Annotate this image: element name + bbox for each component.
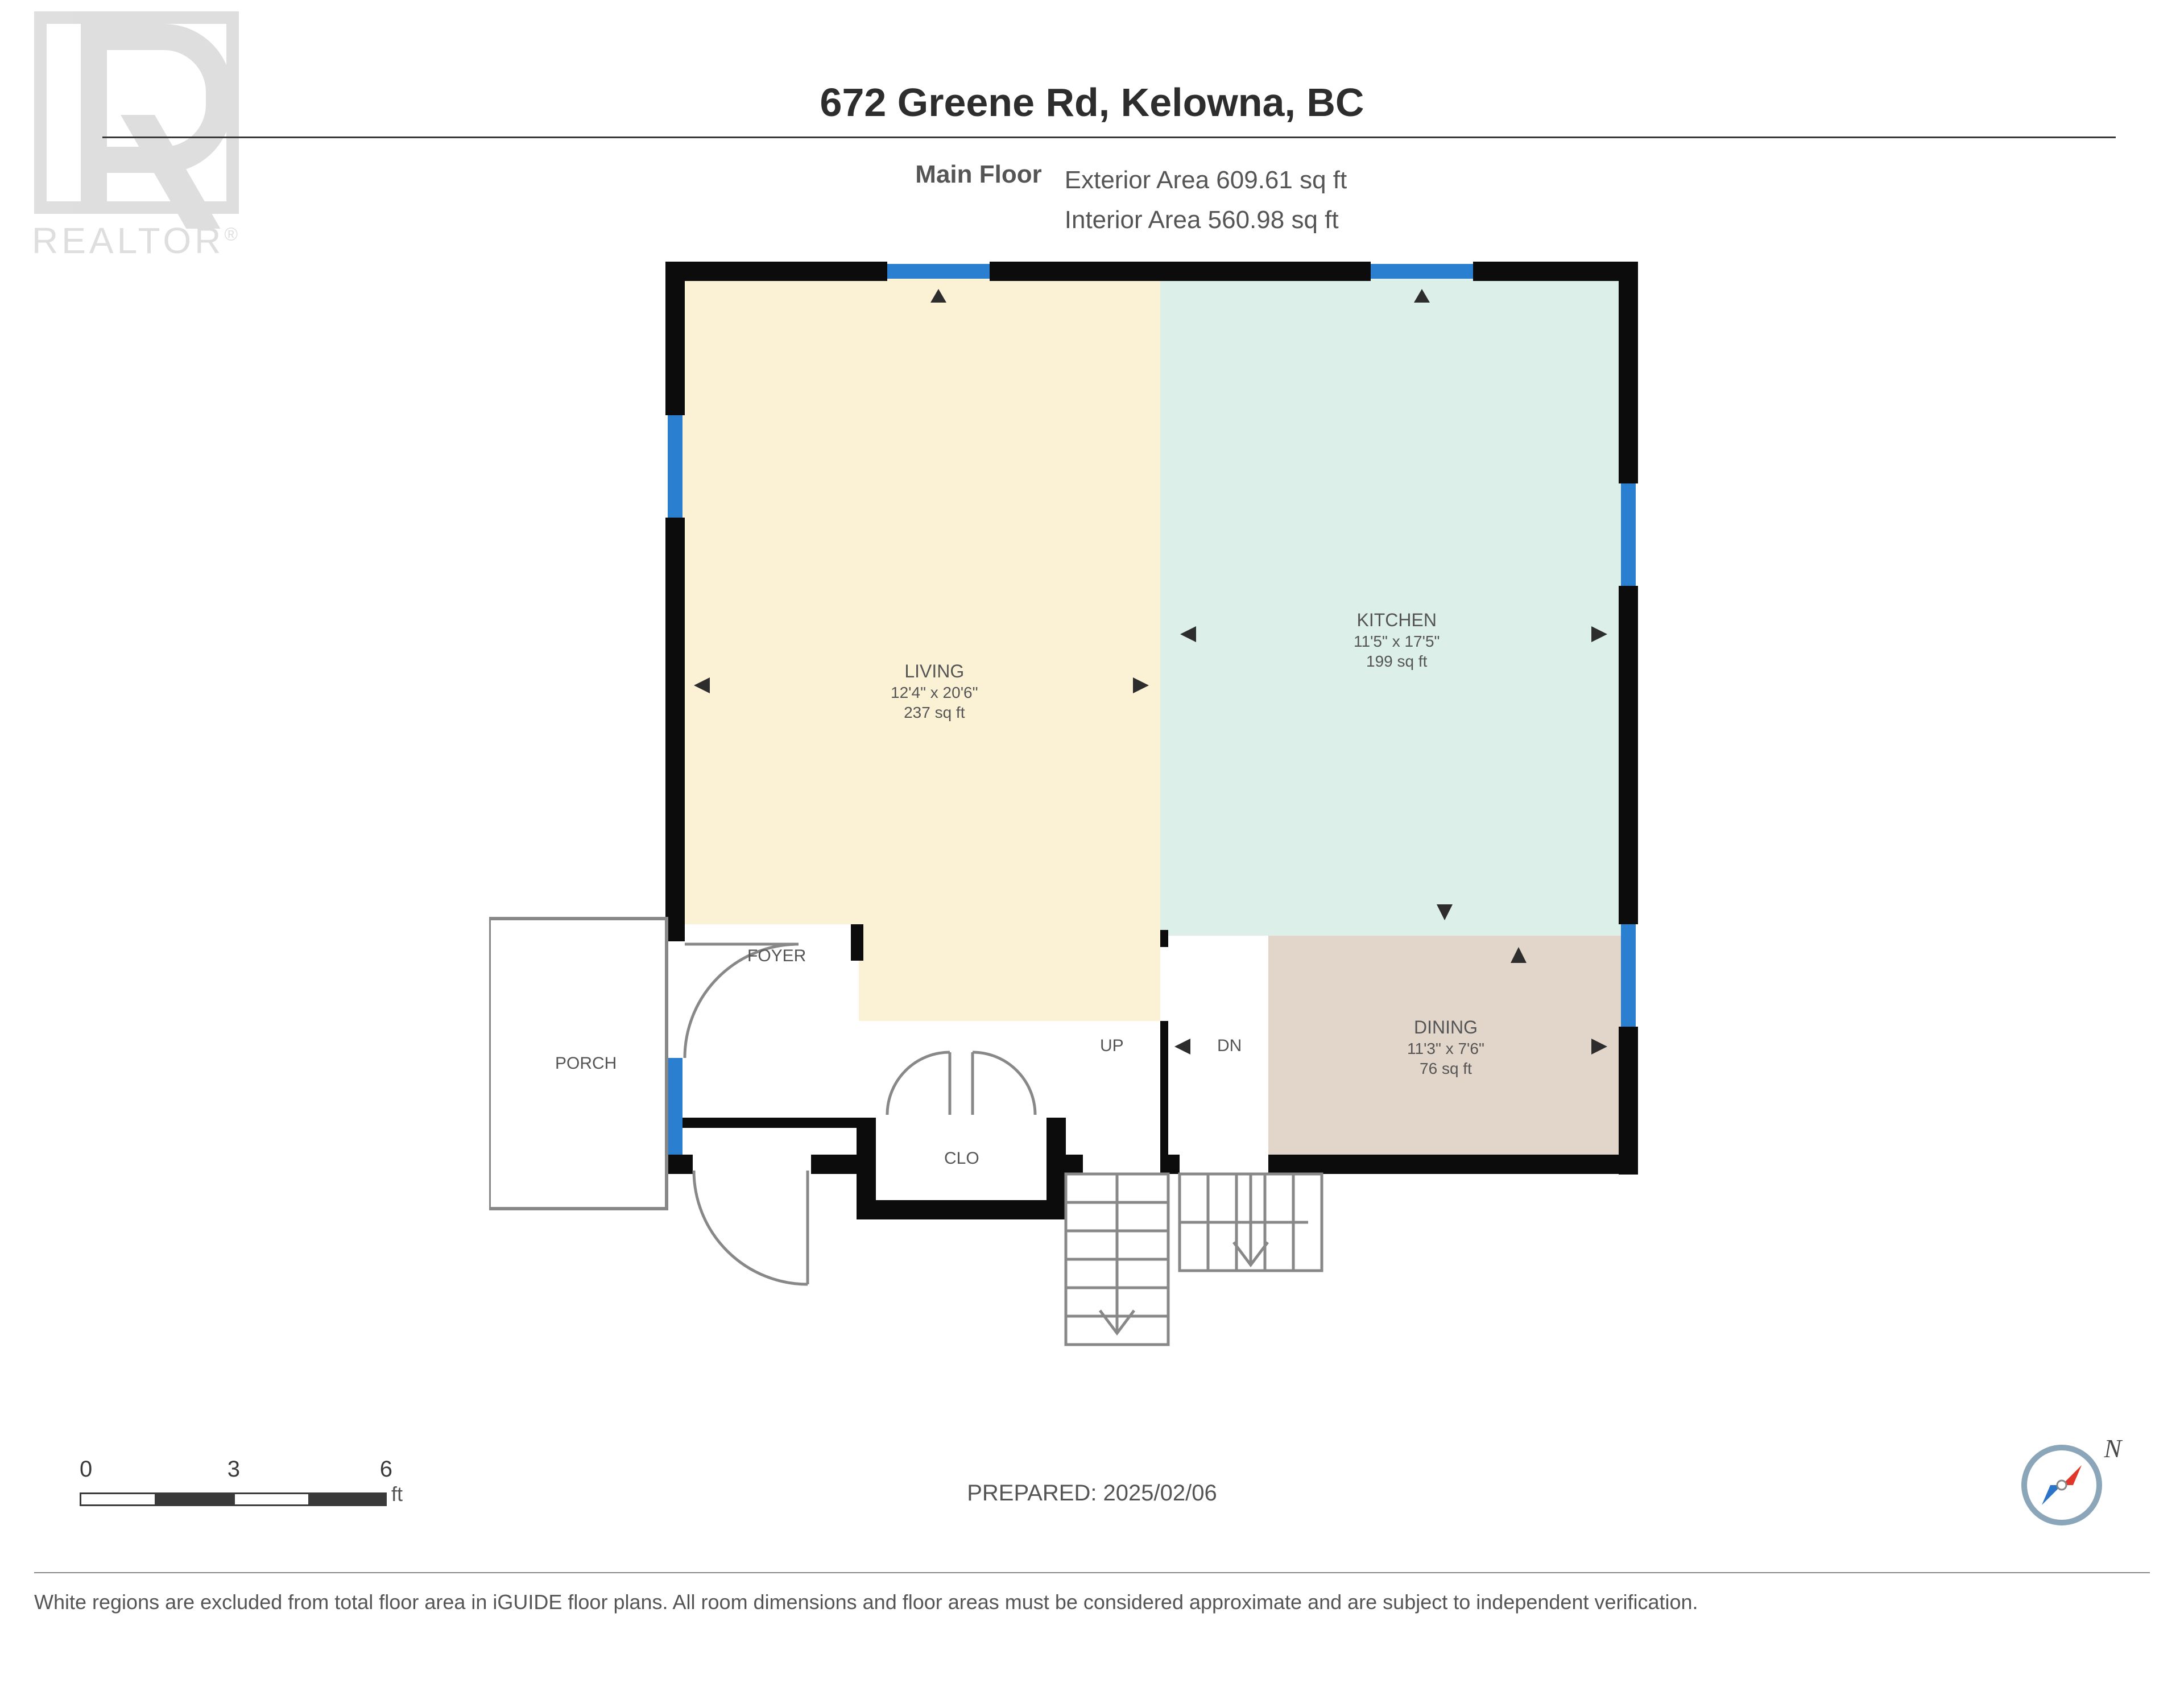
scale-tick-2: 6: [240, 1457, 392, 1482]
area-info: Main Floor Exterior Area 609.61 sq ft In…: [837, 160, 1347, 241]
porch-label: PORCH: [555, 1054, 617, 1073]
scale-tick-1: 3: [88, 1457, 240, 1482]
scale-unit: ft: [391, 1482, 403, 1506]
floorplan-svg: [489, 262, 1740, 1365]
prepared-date: PREPARED: 2025/02/06: [967, 1481, 1217, 1506]
bottom-divider: [34, 1572, 2150, 1573]
interior-area: Interior Area 560.98 sq ft: [1065, 200, 1347, 240]
scale-bar: 0 3 6 ft: [80, 1457, 403, 1506]
compass: N: [2019, 1442, 2104, 1528]
living-label: LIVING 12'4" x 20'6" 237 sq ft: [891, 660, 978, 722]
scale-tick-0: 0: [80, 1457, 88, 1482]
floor-name: Main Floor: [837, 160, 1042, 241]
dining-label: DINING 11'3" x 7'6" 76 sq ft: [1407, 1016, 1484, 1078]
page-title: 672 Greene Rd, Kelowna, BC: [820, 80, 1364, 125]
compass-n: N: [2104, 1433, 2121, 1463]
kitchen-label: KITCHEN 11'5" x 17'5" 199 sq ft: [1354, 609, 1440, 671]
foyer-label: FOYER: [747, 946, 806, 966]
clo-label: CLO: [944, 1149, 979, 1168]
floorplan: LIVING 12'4" x 20'6" 237 sq ft KITCHEN 1…: [489, 262, 1740, 1365]
disclaimer: White regions are excluded from total fl…: [34, 1590, 1698, 1614]
exterior-area: Exterior Area 609.61 sq ft: [1065, 160, 1347, 200]
up-label: UP: [1100, 1036, 1124, 1056]
title-divider: [102, 137, 2116, 138]
dn-label: DN: [1217, 1036, 1242, 1056]
